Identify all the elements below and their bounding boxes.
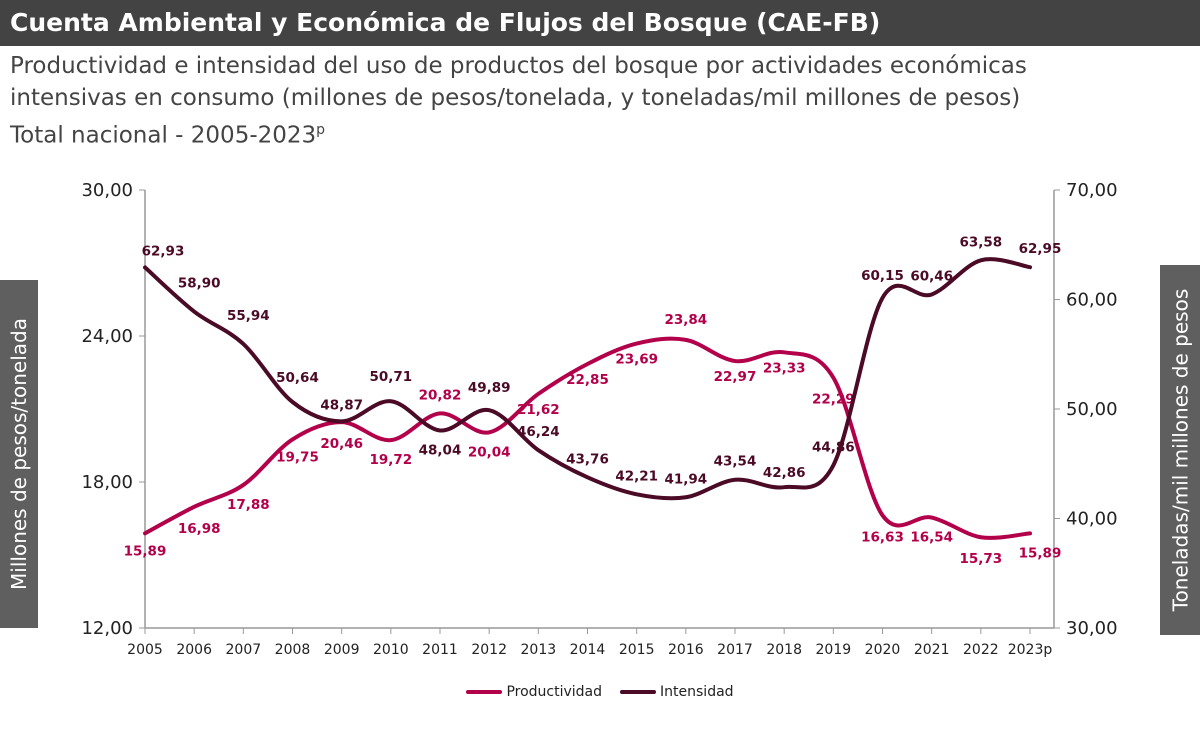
data-label-intensidad: 43,54 xyxy=(714,454,757,470)
data-label-intensidad: 50,64 xyxy=(276,370,319,386)
data-label-productividad: 23,33 xyxy=(763,360,806,376)
x-tick-label: 2022 xyxy=(963,642,999,658)
x-tick-label: 2014 xyxy=(570,642,606,658)
data-label-productividad: 15,73 xyxy=(959,551,1002,567)
x-tick-label: 2016 xyxy=(668,642,704,658)
data-label-intensidad: 48,04 xyxy=(419,442,462,458)
data-label-productividad: 17,88 xyxy=(227,497,270,513)
data-label-intensidad: 43,76 xyxy=(566,451,609,467)
data-label-productividad: 16,54 xyxy=(910,530,953,546)
legend: Productividad Intensidad xyxy=(0,684,1200,700)
y-right-tick-label: 30,00 xyxy=(1066,618,1118,639)
data-label-intensidad: 60,15 xyxy=(861,268,904,284)
page-title: Cuenta Ambiental y Económica de Flujos d… xyxy=(10,8,881,37)
data-label-intensidad: 48,87 xyxy=(320,397,363,413)
data-label-intensidad: 55,94 xyxy=(227,308,270,324)
data-label-intensidad: 58,90 xyxy=(178,276,221,292)
y-tick-label: 12,00 xyxy=(81,618,133,639)
data-label-productividad: 23,69 xyxy=(615,352,658,368)
legend-label: Productividad xyxy=(506,684,603,700)
y-tick-label: 18,00 xyxy=(81,472,133,493)
x-tick-label: 2018 xyxy=(766,642,802,658)
x-tick-label: 2015 xyxy=(619,642,655,658)
subtitle-line-3-text: Total nacional - 2005-2023 xyxy=(10,122,317,149)
subtitle-superscript: p xyxy=(316,122,326,138)
data-label-intensidad: 50,71 xyxy=(369,369,412,385)
x-tick-label: 2019 xyxy=(816,642,852,658)
x-tick-label: 2009 xyxy=(324,642,360,658)
data-label-intensidad: 60,46 xyxy=(910,268,953,284)
data-label-productividad: 21,62 xyxy=(517,402,560,418)
subtitle-line-2: intensivas en consumo (millones de pesos… xyxy=(10,85,1021,111)
y-right-tick-label: 50,00 xyxy=(1066,399,1118,420)
x-tick-label: 2021 xyxy=(914,642,950,658)
legend-item-intensidad[interactable]: Intensidad xyxy=(620,684,734,700)
chart-subtitle: Productividad e intensidad del uso de pr… xyxy=(10,50,1027,152)
y-right-tick-label: 70,00 xyxy=(1066,180,1118,201)
series-line-intensidad xyxy=(143,257,1032,501)
x-tick-label: 2017 xyxy=(717,642,753,658)
x-tick-label: 2010 xyxy=(373,642,409,658)
data-label-productividad: 19,75 xyxy=(276,449,319,465)
x-tick-label: 2005 xyxy=(127,642,163,658)
data-label-productividad: 23,84 xyxy=(664,312,707,328)
data-label-productividad: 16,63 xyxy=(861,529,904,545)
legend-swatch xyxy=(466,690,503,694)
x-tick-label: 2020 xyxy=(865,642,901,658)
legend-label: Intensidad xyxy=(660,684,734,700)
subtitle-line-3: Total nacional - 2005-2023p xyxy=(10,114,1027,152)
data-label-productividad: 19,72 xyxy=(369,452,412,468)
data-label-intensidad: 42,86 xyxy=(763,465,806,481)
y-right-tick-label: 40,00 xyxy=(1066,509,1118,530)
x-tick-label: 2012 xyxy=(471,642,507,658)
data-label-productividad: 20,04 xyxy=(468,444,511,460)
legend-swatch xyxy=(620,690,657,694)
x-tick-label: 2011 xyxy=(422,642,458,658)
x-tick-label: 2008 xyxy=(275,642,311,658)
data-label-intensidad: 49,89 xyxy=(468,380,511,396)
data-label-productividad: 22,29 xyxy=(812,392,855,408)
y-axis-right-label: Toneladas/mil millones de pesos xyxy=(1160,265,1200,635)
data-label-intensidad: 42,21 xyxy=(615,468,658,484)
data-label-productividad: 20,46 xyxy=(320,436,363,452)
y-tick-label: 24,00 xyxy=(81,326,133,347)
data-label-intensidad: 46,24 xyxy=(517,424,560,440)
data-label-productividad: 22,85 xyxy=(566,372,609,388)
x-tick-label: 2013 xyxy=(521,642,557,658)
legend-item-productividad[interactable]: Productividad xyxy=(466,684,602,700)
x-tick-label: 2023p xyxy=(1008,642,1053,658)
x-tick-label: 2006 xyxy=(176,642,212,658)
data-label-productividad: 16,98 xyxy=(178,521,221,537)
data-label-intensidad: 63,58 xyxy=(959,234,1002,250)
data-label-intensidad: 44,86 xyxy=(812,439,855,455)
x-tick-label: 2007 xyxy=(226,642,262,658)
y-tick-label: 30,00 xyxy=(81,180,133,201)
data-label-intensidad: 41,94 xyxy=(664,471,707,487)
data-label-intensidad: 62,93 xyxy=(142,243,185,259)
data-label-productividad: 15,89 xyxy=(124,543,167,559)
data-label-intensidad: 62,95 xyxy=(1019,241,1062,257)
data-label-productividad: 15,89 xyxy=(1019,545,1062,561)
series-line-productividad xyxy=(143,336,1032,540)
title-bar: Cuenta Ambiental y Económica de Flujos d… xyxy=(0,0,1200,46)
data-label-productividad: 20,82 xyxy=(419,387,462,403)
y-axis-left-label: Millones de pesos/tonelada xyxy=(0,280,38,628)
y-right-tick-label: 60,00 xyxy=(1066,290,1118,311)
data-label-productividad: 22,97 xyxy=(714,369,757,385)
subtitle-line-1: Productividad e intensidad del uso de pr… xyxy=(10,53,1027,79)
